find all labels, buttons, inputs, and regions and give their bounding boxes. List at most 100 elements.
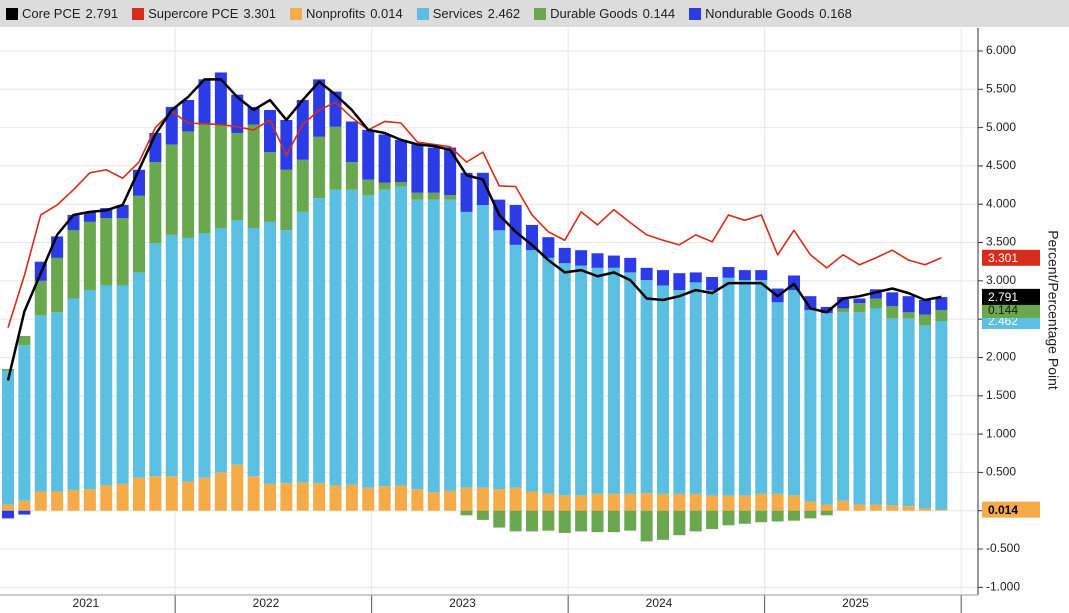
bar-segment [869,308,882,505]
bar-segment [2,510,14,519]
x-tick-label: 2022 [253,596,280,610]
bar-segment [853,504,866,511]
bar-segment [722,510,735,526]
bar-segment [165,234,178,477]
bar-segment [280,119,293,170]
bar-segment [886,318,899,506]
bar-segment [542,510,555,531]
bar-segment [673,493,686,511]
bar-segment [165,144,178,235]
bar-segment [34,280,47,316]
legend-swatch [6,7,18,20]
bar-segment [34,315,47,492]
y-axis-label: Percent/Percentage Point [1045,230,1061,390]
bar-segment [771,302,784,494]
bar-segment [738,280,751,496]
bar-segment [738,510,751,524]
bar-segment [395,139,407,183]
y-tick-label: -0.500 [986,541,1020,555]
bar-segment [231,132,244,221]
bar-segment [771,493,784,511]
bar-segment [624,510,637,531]
bar-segment [165,476,178,511]
bar-segment [345,189,358,485]
value-tag-label: 2.791 [988,290,1018,304]
bar-segment [313,198,326,484]
y-tick-label: 4.000 [986,196,1016,210]
bar-segment [83,290,96,490]
bar-segment [902,318,915,507]
bar-segment [51,257,64,313]
bar-segment [362,487,375,511]
bar-segment [558,510,571,533]
y-tick-label: 0.500 [986,465,1016,479]
bar-segment [591,267,604,494]
bar-segment [919,300,931,315]
bar-segment [149,476,162,511]
bar-segment [411,144,424,193]
bar-segment [657,285,669,494]
bar-segment [542,493,555,511]
bar-segment [231,94,244,133]
bar-segment [493,230,506,490]
bar-segment [640,510,653,542]
bar-segment [493,489,506,511]
y-tick-label: 5.000 [986,120,1016,134]
bar-segment [395,186,407,486]
bar-segment [657,493,669,511]
bar-segment [34,491,47,511]
bar-segment [182,100,195,132]
bar-segment [509,244,522,488]
value-tag-label: 0.144 [988,303,1018,317]
bar-segment [935,509,948,511]
x-tick-label: 2023 [449,596,476,610]
bar-segment [198,477,211,511]
bar-segment [591,253,604,268]
bar-segment [755,270,768,281]
bar-segment [738,495,751,511]
bar-segment [133,272,145,478]
legend-value: 3.301 [243,6,276,21]
bar-segment [575,265,588,496]
bar-segment [247,124,260,228]
legend-label: Durable Goods [550,6,638,21]
bar-segment [67,214,80,231]
bar-segment [788,510,800,521]
bar-segment [722,277,735,496]
bar-segment [607,267,620,494]
bar-segment [427,492,440,511]
bar-segment [329,485,342,511]
bar-segment [640,280,653,494]
bar-segment [640,267,653,281]
bar-segment [214,124,227,228]
bar-segment [182,237,195,482]
bar-segment [788,495,800,511]
bar-segment [820,306,833,314]
bar-segment [853,298,866,304]
bar-segment [624,272,637,494]
bar-segment [935,321,948,510]
bar-segment [133,195,145,273]
bar-segment [198,79,211,125]
bar-segment [247,476,260,511]
bar-segment [476,172,489,205]
legend-swatch [416,7,429,20]
bar-segment [935,309,948,322]
legend-value: 0.014 [370,6,403,21]
bar-segment [804,510,817,519]
bar-segment [296,100,309,160]
bar-segment [214,227,227,473]
line [6,78,942,381]
bar-segment [378,189,391,487]
bar-segment [526,250,538,492]
bar-segment [83,211,96,222]
bar-segment [345,484,358,511]
bar-segment [804,501,817,511]
legend-value: 2.791 [85,6,119,21]
bar-segment [837,308,850,313]
bar-segment [509,487,522,511]
bar-segment [83,221,96,291]
legend-item: Nondurable Goods 0.168 [689,6,852,21]
bar-segment [313,79,326,137]
